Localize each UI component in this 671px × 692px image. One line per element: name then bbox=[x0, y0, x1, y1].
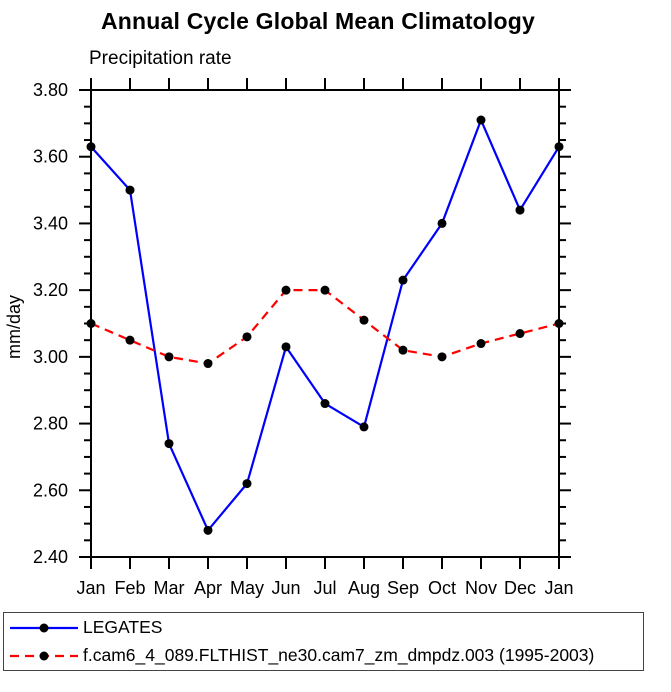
data-point bbox=[437, 352, 447, 362]
y-axis-tick-label: 2.80 bbox=[33, 414, 68, 434]
legend-item-model: f.cam6_4_089.FLTHIST_ne30.cam7_zm_dmpdz.… bbox=[9, 642, 643, 670]
x-axis-tick-label: Jan bbox=[544, 578, 573, 598]
data-point bbox=[398, 345, 408, 355]
data-point bbox=[242, 332, 252, 342]
plot-area: 2.40 2.60 2.80 3.00 3.20 3.40 3.60 3.80 Jan Feb Ma… bbox=[4, 78, 574, 598]
x-axis-tick-label: Jun bbox=[271, 578, 300, 598]
y-axis-tick-label: 2.60 bbox=[33, 480, 68, 500]
chart-title: Annual Cycle Global Mean Climatology bbox=[100, 8, 536, 34]
data-point bbox=[125, 335, 135, 345]
x-axis-tick-label: Dec bbox=[504, 578, 536, 598]
data-point bbox=[515, 205, 525, 215]
y-axis-tick-label: 3.80 bbox=[33, 80, 68, 100]
data-point bbox=[476, 115, 486, 125]
x-axis-tick-label: Feb bbox=[114, 578, 145, 598]
data-point bbox=[242, 479, 252, 489]
legend-item-legates: LEGATES bbox=[9, 614, 643, 642]
data-point bbox=[320, 285, 330, 295]
x-axis-tick-label: Mar bbox=[154, 578, 185, 598]
data-point bbox=[125, 185, 135, 195]
x-axis-tick-label: Sep bbox=[387, 578, 419, 598]
y-axis-tick-label: 3.00 bbox=[33, 347, 68, 367]
x-axis-tick-label: Apr bbox=[194, 578, 222, 598]
data-point bbox=[281, 342, 291, 352]
data-point bbox=[554, 142, 564, 152]
data-point bbox=[554, 319, 564, 328]
data-point bbox=[476, 339, 486, 349]
y-axis-tick-label: 3.20 bbox=[33, 280, 68, 300]
x-axis-tick-label: Jul bbox=[313, 578, 336, 598]
series-markers-1 bbox=[86, 285, 564, 369]
legend-line-sample-solid bbox=[10, 623, 78, 632]
x-axis-tick-label: May bbox=[230, 578, 264, 598]
y-axis-tick-labels: 2.40 2.60 2.80 3.00 3.20 3.40 3.60 3.80 bbox=[33, 80, 68, 567]
data-point bbox=[515, 329, 525, 339]
data-point bbox=[437, 218, 447, 228]
data-point bbox=[86, 142, 96, 152]
y-axis-ticks bbox=[79, 89, 571, 558]
legend-marker-icon bbox=[39, 651, 49, 660]
data-point bbox=[203, 359, 213, 369]
legend: LEGATES f.cam6_4_089.FLTHIST_ne30.cam7_z… bbox=[3, 612, 644, 671]
x-axis-tick-label: Oct bbox=[428, 578, 456, 598]
data-point bbox=[86, 319, 96, 328]
legend-line-sample-dashed bbox=[10, 651, 78, 660]
y-axis-tick-label: 3.40 bbox=[33, 213, 68, 233]
data-point bbox=[203, 525, 213, 535]
series-markers-0 bbox=[86, 115, 564, 535]
series-line-0 bbox=[90, 118, 560, 532]
x-axis-tick-label: Jan bbox=[76, 578, 105, 598]
legend-label-model: f.cam6_4_089.FLTHIST_ne30.cam7_zm_dmpdz.… bbox=[83, 644, 595, 665]
series-line-1 bbox=[90, 289, 560, 365]
x-axis-tick-label: Nov bbox=[465, 578, 497, 598]
y-axis-title: mm/day bbox=[4, 295, 24, 359]
data-point bbox=[359, 422, 369, 432]
data-point bbox=[359, 315, 369, 325]
chart-subtitle: Precipitation rate bbox=[89, 48, 232, 69]
plot-frame bbox=[90, 89, 560, 558]
x-axis-tick-labels: Jan Feb Mar Apr May Jun Jul Aug Sep Oct Nov Dec Jan bbox=[76, 578, 573, 598]
y-axis-tick-label: 3.60 bbox=[33, 147, 68, 167]
legend-label-legates: LEGATES bbox=[83, 616, 163, 637]
data-point bbox=[164, 352, 174, 362]
data-point bbox=[281, 285, 291, 295]
y-axis-tick-label: 2.40 bbox=[33, 547, 68, 567]
data-point bbox=[398, 275, 408, 285]
legend-marker-icon bbox=[39, 623, 49, 632]
x-axis-tick-label: Aug bbox=[348, 578, 380, 598]
x-axis-ticks bbox=[90, 78, 560, 569]
data-point bbox=[164, 439, 174, 449]
data-point bbox=[320, 399, 330, 409]
